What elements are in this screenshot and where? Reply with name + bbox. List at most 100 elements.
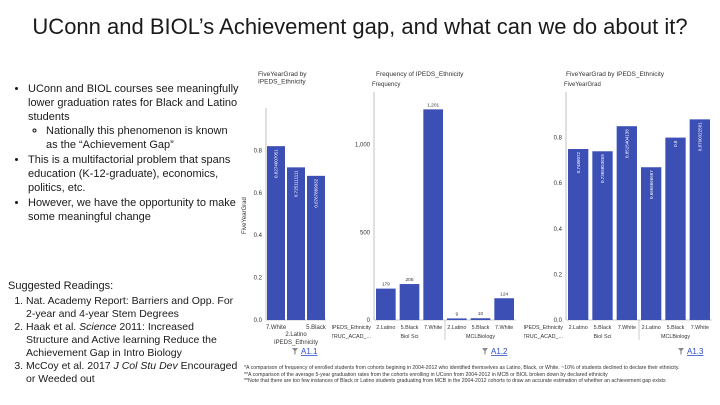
- chart-svg: FiveYearGrad byIPEDS_EthnicityFiveYearGr…: [242, 71, 327, 356]
- chart-title: FiveYearGrad by: [258, 71, 307, 78]
- bar: [307, 175, 325, 320]
- reading-text: Haak et al.: [26, 321, 80, 333]
- y-tick-label: 0: [367, 318, 371, 324]
- x-tick-label: 5.Black: [306, 325, 327, 331]
- bullet-item: However, we have the opportunity to make…: [28, 196, 240, 224]
- readings-heading: Suggested Readings:: [8, 280, 114, 292]
- bar: [494, 298, 514, 320]
- y-tick-label: 0.8: [554, 136, 563, 142]
- reading-journal: J Col Stu Dev: [113, 360, 178, 372]
- reading-item: Haak et al. Science 2011: Increased Stru…: [26, 321, 238, 360]
- chart-title: Frequency of IPEDS_Ethnicity: [376, 71, 464, 78]
- y-tick-label: 0.6: [254, 191, 263, 197]
- data-label: 0.6666666667: [649, 170, 654, 199]
- bar: [616, 126, 637, 320]
- x-group-label: MCLBiology: [466, 334, 495, 340]
- reading-text: 2011: Increased Structure and Active lea…: [26, 321, 217, 359]
- x-group-label: Biol Sci: [401, 334, 419, 340]
- data-label: 1,201: [427, 102, 439, 108]
- footnote: **Note that there are too few instances …: [244, 378, 666, 385]
- reading-journal: Science: [79, 321, 117, 333]
- x-tick-label: 2.Latino: [447, 325, 466, 331]
- chart-svg: FiveYearGrad by IPEDS_Ethnicity FiveYearG…: [524, 71, 712, 356]
- data-label: 179: [382, 282, 390, 288]
- chart-link[interactable]: A1.2: [491, 347, 508, 356]
- data-label: 10: [478, 311, 484, 317]
- chart-svg: Frequency of IPEDS_Ethnicity Frequency 0 50…: [332, 71, 516, 356]
- chart-grad-by-ethnicity-major: FiveYearGrad by IPEDS_Ethnicity FiveYearG…: [524, 68, 716, 360]
- bar: [376, 288, 396, 320]
- chart-link[interactable]: A1.3: [687, 347, 704, 356]
- data-label: 0.8274607051: [274, 149, 279, 178]
- bullet-list: UConn and BIOL courses see meaningfully …: [10, 82, 240, 225]
- x-tick-label: 7.White: [266, 325, 287, 331]
- bar: [689, 119, 710, 320]
- data-label: 0.8: [673, 140, 678, 147]
- reading-item: McCoy et al. 2017 J Col Stu Dev Encourag…: [26, 360, 238, 386]
- y-tick-label: 0.2: [554, 272, 563, 278]
- x-row-label: STRUC_ACAD_...: [524, 334, 563, 340]
- bar: [423, 109, 443, 321]
- x-tick-label: 2.Latino: [569, 325, 588, 331]
- y-tick-label: 500: [360, 230, 371, 236]
- bar: [592, 151, 613, 320]
- filter-icon: [482, 348, 488, 355]
- bar: [447, 318, 467, 320]
- x-tick-label: 7.White: [495, 325, 513, 331]
- chart-grad-by-ethnicity: FiveYearGrad by IPEDS_Ethnicity FiveYearGr…: [228, 68, 332, 360]
- x-group-label: MCLBiology: [661, 334, 690, 340]
- data-label: 0.7251111111: [294, 170, 299, 197]
- footnotes: *A comparison of frequency of enrolled s…: [244, 365, 714, 385]
- filter-icon: [292, 348, 298, 355]
- bullet-text: This is a multifactorial problem that sp…: [28, 154, 231, 194]
- x-tick-label: 2.Latino: [642, 325, 661, 331]
- y-axis-label: FiveYearGrad: [564, 82, 601, 88]
- bar: [399, 284, 420, 320]
- bullet-item: This is a multifactorial problem that sp…: [28, 153, 240, 195]
- data-label: 0.7486072: [576, 152, 581, 174]
- bar: [641, 167, 662, 320]
- x-axis-label: IPEDS_Ethnicity: [274, 340, 318, 346]
- filter-icon: [678, 348, 684, 355]
- bar: [287, 167, 305, 320]
- bar: [665, 137, 686, 320]
- slide-title: UConn and BIOL’s Achievement gap, and wh…: [32, 14, 688, 39]
- x-tick-label: 2.Latino: [285, 332, 307, 338]
- bullet-item: UConn and BIOL courses see meaningfully …: [28, 82, 240, 152]
- chart-title: FiveYearGrad by IPEDS_Ethnicity: [566, 71, 665, 78]
- data-label: 205: [405, 277, 413, 283]
- x-row-label: IPEDS_Ethnicity: [332, 325, 371, 331]
- data-label: 0.8515404138: [624, 129, 629, 158]
- footnote: **A comparison of the average 5-year gra…: [244, 371, 608, 378]
- x-row-label: STRUC_ACAD_...: [332, 334, 371, 340]
- bullet-text: UConn and BIOL courses see meaningfully …: [28, 83, 239, 123]
- chart-frequency-by-ethnicity: Frequency of IPEDS_Ethnicity Frequency 0 50…: [332, 68, 522, 360]
- x-row-label: IPEDS_Ethnicity: [524, 325, 563, 331]
- sub-bullet-item: Nationally this phenomenon is known as t…: [46, 124, 240, 152]
- x-tick-label: 7.White: [618, 325, 636, 331]
- y-axis-label: FiveYearGrad: [242, 197, 248, 234]
- x-tick-label: 5.Black: [472, 325, 490, 331]
- data-label: 124: [500, 291, 508, 297]
- reading-text: McCoy et al. 2017: [26, 360, 114, 372]
- data-label: 0.6767889932: [314, 178, 319, 207]
- y-axis-label: Frequency: [372, 82, 400, 88]
- y-tick-label: 0.6: [554, 181, 563, 187]
- data-label: 0.8790322581: [697, 122, 702, 151]
- x-tick-label: 5.Black: [667, 325, 685, 331]
- y-tick-label: 0.0: [554, 318, 563, 324]
- chart-title: IPEDS_Ethnicity: [258, 79, 306, 86]
- data-label: 9: [455, 311, 458, 317]
- bar: [470, 318, 491, 320]
- y-tick-label: 0.4: [254, 233, 263, 239]
- footnote: *A comparison of frequency of enrolled s…: [244, 365, 680, 371]
- x-tick-label: 7.White: [691, 325, 709, 331]
- x-tick-label: 7.White: [424, 325, 442, 331]
- chart-link[interactable]: A1.1: [301, 347, 318, 356]
- y-tick-label: 0.2: [254, 276, 263, 282]
- x-group-label: Biol Sci: [594, 334, 612, 340]
- bar: [267, 146, 285, 320]
- data-label: 0.7365853659: [600, 154, 605, 183]
- x-tick-label: 5.Black: [594, 325, 612, 331]
- y-tick-label: 0.4: [554, 227, 563, 233]
